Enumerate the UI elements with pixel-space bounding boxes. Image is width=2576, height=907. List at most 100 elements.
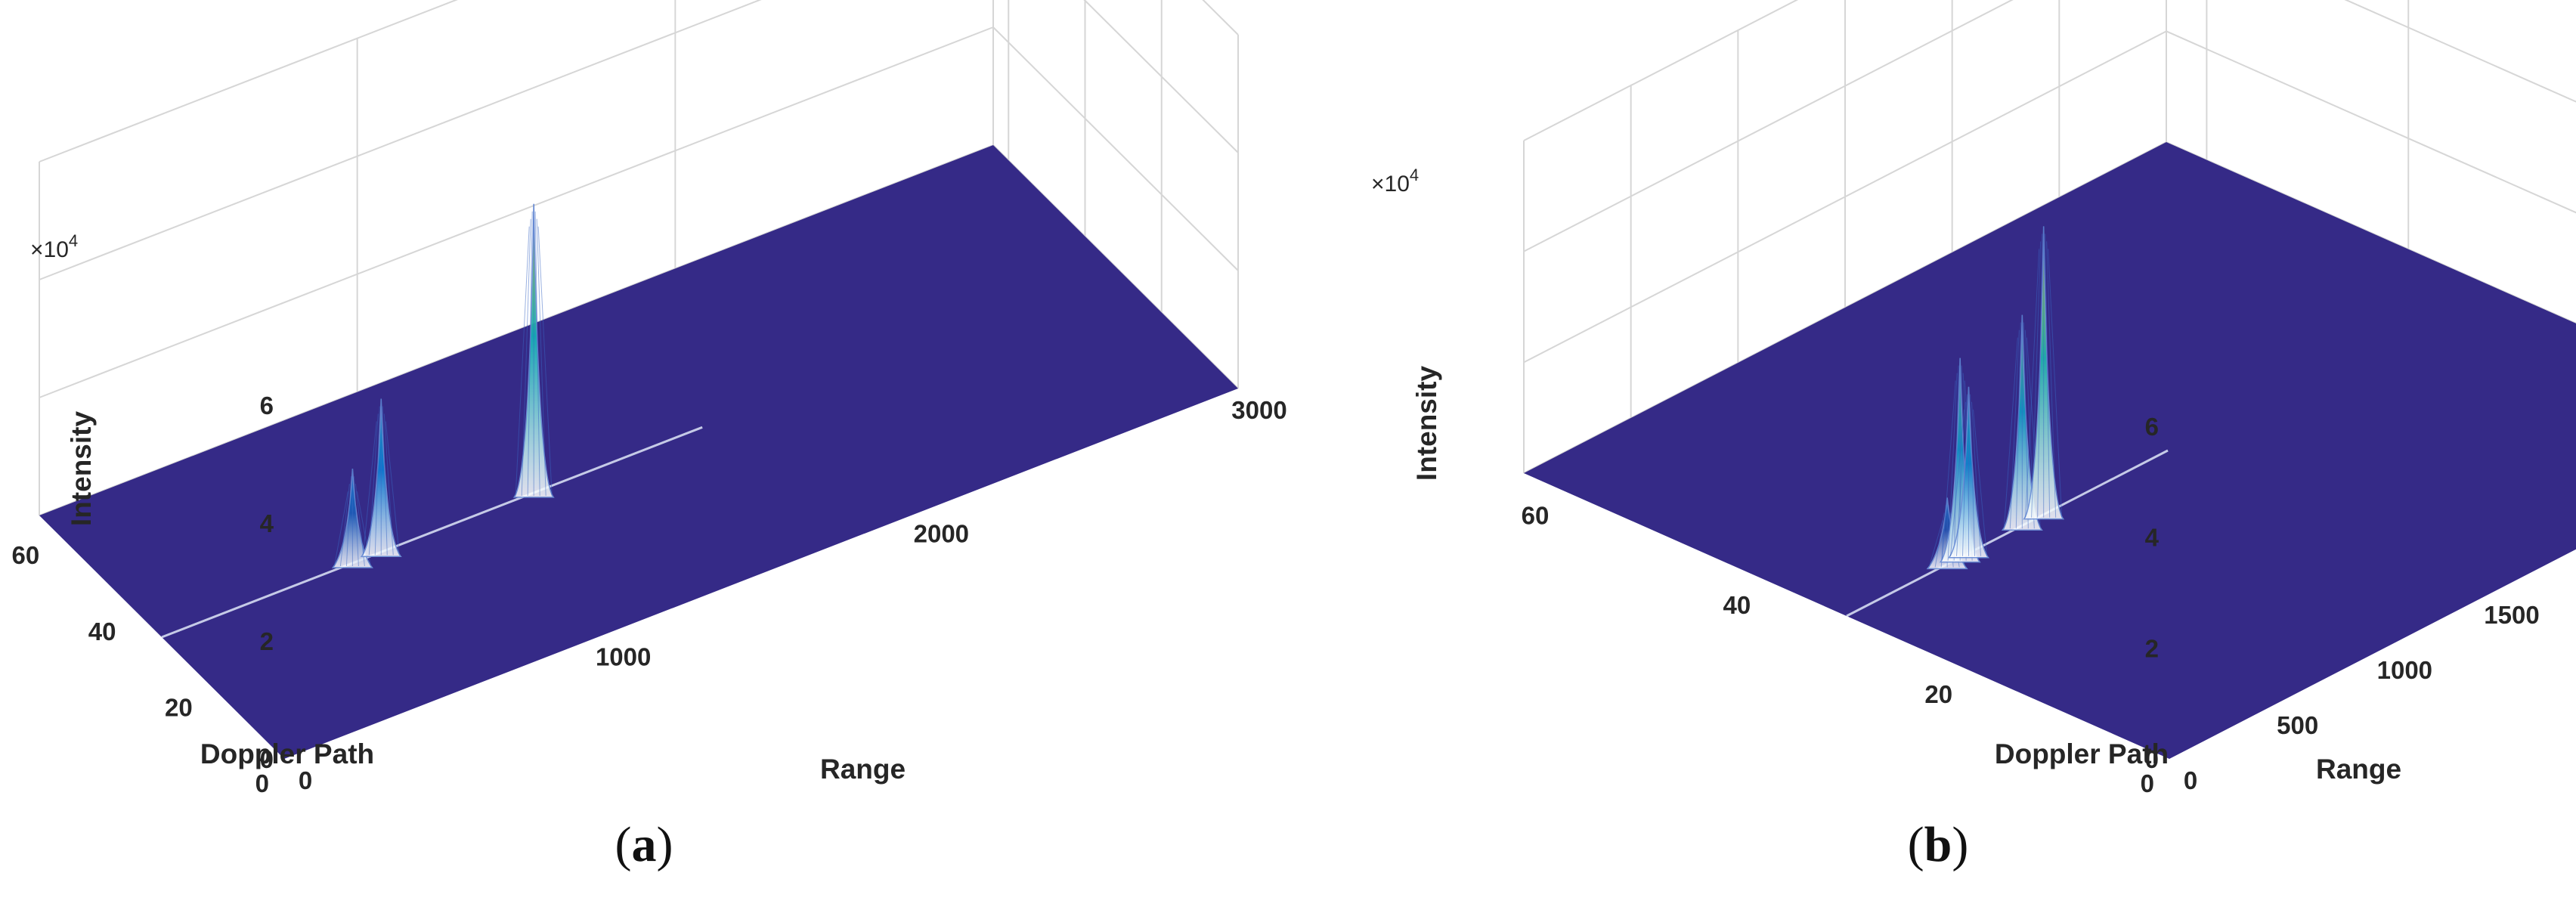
surface-peak [2023,226,2065,520]
peak-mesh [536,218,546,496]
peak-mesh [2003,337,2018,529]
x-tick-label: 500 [2277,711,2318,739]
z-axis-label: Intensity [66,411,97,527]
peak-mesh [333,491,348,567]
peak-mesh [537,226,553,496]
peak-mesh [1934,512,1945,568]
gridline [1083,0,1239,153]
peak-mesh [1941,380,1956,561]
peak-mesh [353,476,359,567]
y-tick-label: 0 [2141,769,2154,797]
gridline [39,26,994,398]
y-tick-label: 60 [12,541,40,569]
panel-a: 0 2 4 6 0 1000 2000 3000 0 20 40 60 Intensity Range Do… [12,0,1287,872]
peak-mesh [2048,249,2063,518]
y-tick-label: 20 [165,693,193,721]
multiplier-exponent: 4 [69,231,78,250]
x-tick-label: 1500 [2484,601,2539,629]
peak-mesh [362,421,377,556]
gridline [992,26,1239,271]
peak-mesh [2031,241,2042,518]
z-multiplier: ×104 [1371,166,1419,197]
surface-plot-a: 024601000200030000204060IntensityRangeDo… [12,0,1287,797]
peak-mesh [1950,409,1965,556]
peak-mesh [374,406,380,556]
y-tick-label: 20 [1924,680,1952,708]
surface-ridge [1846,449,2169,618]
x-tick-label: 1000 [2377,656,2432,684]
panel-b: 02460500100015002000250030000204060Inten… [1288,0,2576,907]
y-tick-label: 60 [1522,502,1550,530]
z-tick-label: 4 [2145,524,2160,552]
peak-mesh [2037,234,2043,518]
z-tick-label: 2 [260,627,274,655]
y-tick-label: 40 [88,618,116,645]
peak-mesh [521,218,531,496]
z-tick-label: 6 [2145,413,2159,441]
gridline [2344,0,2576,103]
panel-label-b: (b) [1907,817,1969,872]
surface-peak [331,469,373,568]
peak-mesh [1973,409,1987,556]
gridline [2166,0,2576,95]
peak-mesh [383,413,394,556]
y-axis-label: Doppler Path [1995,738,2169,769]
surface-peak [1947,386,1990,559]
z-tick-label: 0 [2145,745,2159,773]
gridline [39,0,762,280]
gridline [1523,0,2014,252]
z-tick-label: 6 [260,392,274,419]
peak-mesh [382,406,388,556]
z-tick-label: 0 [260,745,274,773]
peak-mesh [1947,373,1958,561]
peak-mesh [2045,234,2051,518]
x-tick-label: 2000 [914,519,969,547]
surface-peak [360,398,402,558]
x-axis-label: Range [2316,754,2401,785]
multiplier-base: ×10 [30,237,69,262]
multiplier-base: ×10 [1371,172,1410,197]
peak-mesh [345,476,351,567]
y-axis-label: Doppler Path [200,738,374,769]
gridline [1523,0,1799,141]
multiplier-exponent: 4 [1410,166,1419,184]
peak-mesh [2009,330,2020,529]
peak-mesh [1928,520,1943,568]
peak-mesh [2025,249,2040,518]
panel-label-a: (a) [615,817,673,872]
x-tick-label: 0 [299,766,312,794]
peak-mesh [368,413,379,556]
x-tick-label: 0 [2184,766,2197,794]
surface-plot-b: 02460500100015002000250030000204060Inten… [1371,0,2576,797]
y-tick-label: 0 [255,769,269,797]
x-axis-label: Range [820,754,906,785]
gridline [2166,30,2576,214]
surface-peaks [1926,226,2065,570]
peak-mesh [2015,322,2021,529]
peak-mesh [515,226,530,496]
peak-mesh [527,211,533,496]
peak-mesh [385,421,400,556]
peak-mesh [1970,394,1975,556]
peak-mesh [2023,322,2029,529]
peak-mesh [1956,401,1966,556]
gridline [1202,0,1239,36]
y-tick-label: 40 [1723,591,1751,619]
x-tick-label: 1000 [596,643,651,671]
peak-mesh [1953,365,1959,561]
z-multiplier: ×104 [30,231,78,262]
peak-mesh [2046,241,2057,518]
z-tick-label: 2 [2145,634,2159,662]
gridline [39,0,458,163]
peak-mesh [1962,394,1968,556]
surface-peaks [331,203,555,568]
surface-ridge [161,426,703,639]
z-axis-label: Intensity [1411,366,1442,481]
peak-mesh [534,211,540,496]
peak-mesh [339,484,350,567]
peak-mesh [1971,401,1981,556]
gridline [1523,30,2167,364]
surface-peak [512,203,555,498]
z-tick-label: 4 [260,509,274,537]
x-tick-label: 3000 [1231,396,1286,424]
